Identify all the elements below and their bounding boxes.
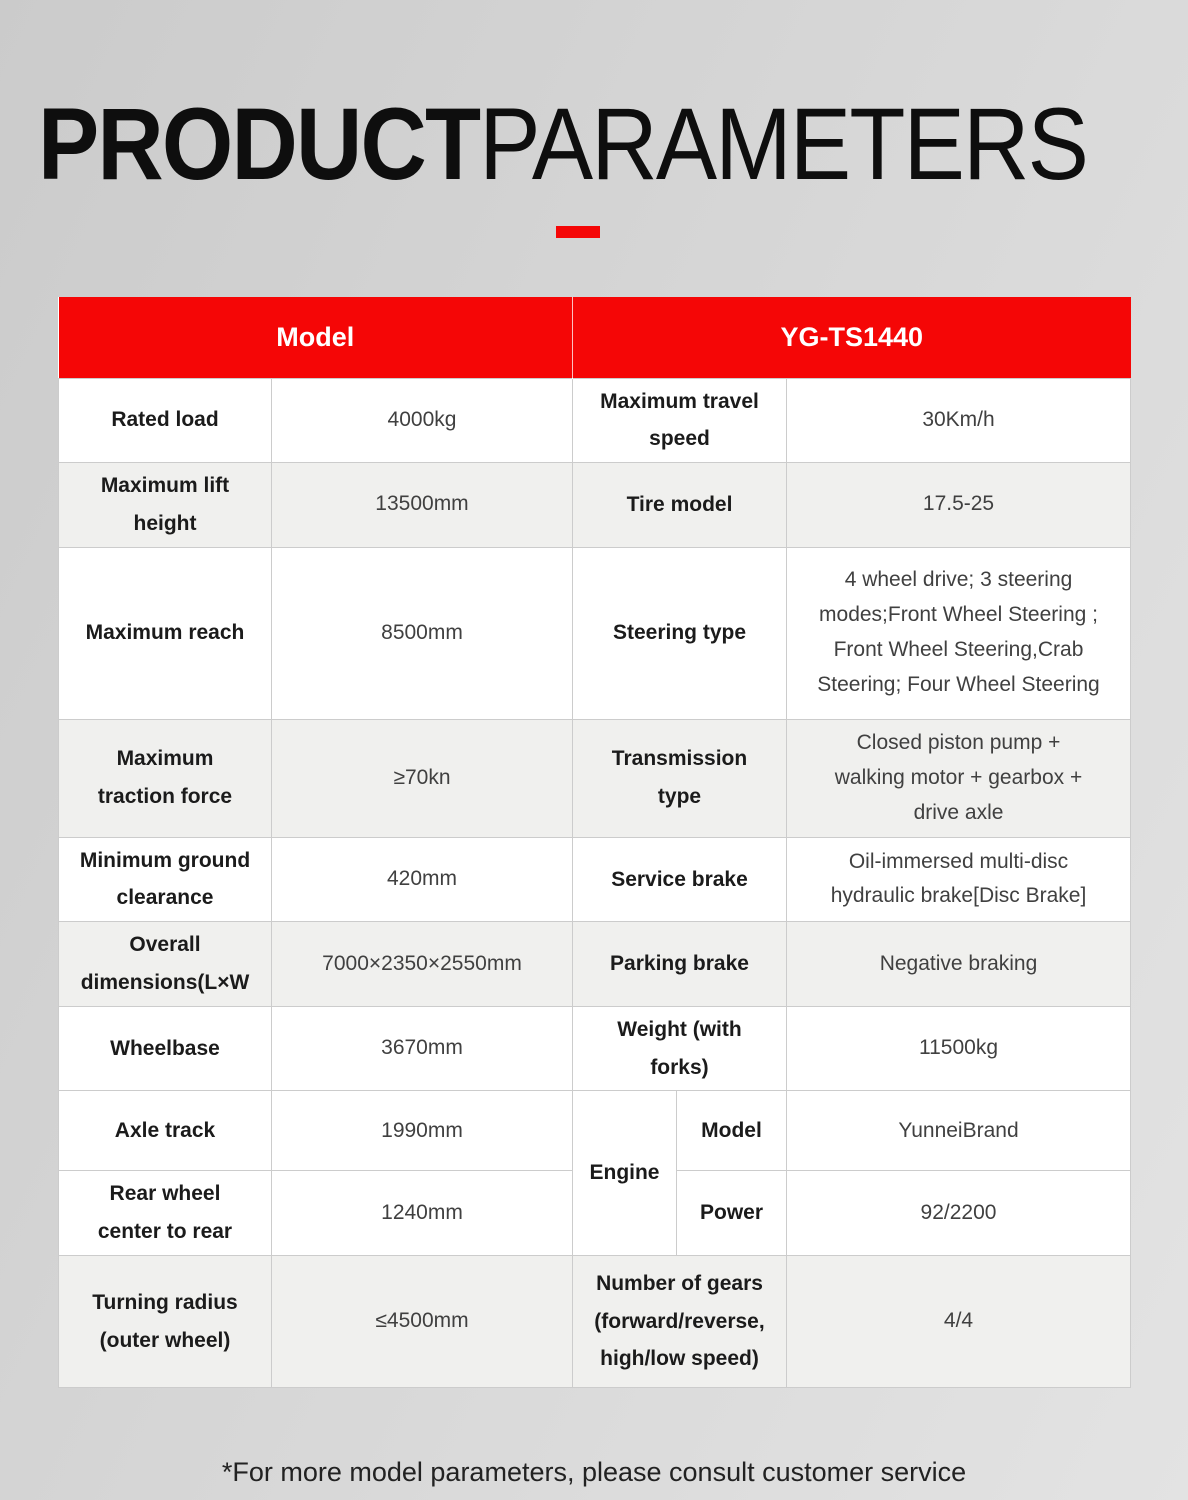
- table-row: Minimum ground clearance 420mm Service b…: [58, 836, 1132, 923]
- param-value: Oil-immersed multi-disc hydraulic brake[…: [785, 836, 1132, 923]
- param-value: 8500mm: [271, 546, 573, 720]
- page-title-strong: PRODUCT: [38, 87, 481, 202]
- table-row: Overall dimensions(L×W 7000×2350×2550mm …: [58, 921, 1132, 1007]
- param-value: 4000kg: [271, 377, 573, 464]
- footnote-text: *For more model parameters, please consu…: [221, 1457, 967, 1487]
- param-value: Closed piston pump + walking motor + gea…: [785, 718, 1132, 838]
- table-row: Axle track 1990mm Engine Model YunneiBra…: [58, 1090, 1132, 1257]
- param-value: YunneiBrand: [785, 1090, 1132, 1172]
- table-header-row: Model YG-TS1440: [58, 297, 1131, 378]
- product-parameters-table: Model YG-TS1440 Rated load 4000kg Maximu…: [58, 297, 1132, 1389]
- param-label: Rear wheel center to rear: [58, 1170, 272, 1257]
- param-value: 3670mm: [271, 1005, 573, 1092]
- table-row: Rear wheel center to rear 1240mm Power 9…: [58, 1170, 1132, 1257]
- param-label: Wheelbase: [58, 1005, 272, 1092]
- param-label: Number of gears (forward/reverse, high/l…: [572, 1255, 787, 1389]
- page-title-light: PARAMETERS: [479, 87, 1089, 202]
- param-value: 1990mm: [271, 1090, 573, 1172]
- param-label: Tire model: [572, 462, 787, 548]
- param-value: ≥70kn: [271, 718, 573, 838]
- param-label: Maximum lift height: [58, 462, 272, 548]
- table-row: Rated load 4000kg Maximum travel speed 3…: [58, 377, 1132, 464]
- param-label: Steering type: [572, 546, 787, 720]
- param-value: 4/4: [785, 1255, 1132, 1389]
- param-label: Axle track: [58, 1090, 272, 1172]
- param-label: Turning radius (outer wheel): [58, 1255, 272, 1389]
- param-label: Model: [676, 1090, 787, 1172]
- param-label: Service brake: [572, 836, 787, 923]
- table-row: Maximum traction force ≥70kn Transmissio…: [58, 718, 1132, 838]
- param-value: ≤4500mm: [271, 1255, 573, 1389]
- param-value: 13500mm: [271, 462, 573, 548]
- param-label: Power: [676, 1170, 787, 1257]
- table-row: Turning radius (outer wheel) ≤4500mm Num…: [58, 1255, 1132, 1389]
- header-model-value: YG-TS1440: [572, 297, 1131, 378]
- header-model-label: Model: [58, 297, 573, 378]
- param-label: Weight (with forks): [572, 1005, 787, 1092]
- table-row: Maximum reach 8500mm Steering type 4 whe…: [58, 546, 1132, 720]
- param-label: Maximum travel speed: [572, 377, 787, 464]
- engine-group-cell: Engine: [572, 1090, 677, 1257]
- param-label: Overall dimensions(L×W: [58, 921, 272, 1007]
- page-title: PRODUCTPARAMETERS: [38, 91, 1089, 198]
- red-dash-divider: [556, 226, 600, 238]
- param-label: Maximum traction force: [58, 718, 272, 838]
- param-label: Rated load: [58, 377, 272, 464]
- param-label: Maximum reach: [58, 546, 272, 720]
- table-row: Wheelbase 3670mm Weight (with forks) 115…: [58, 1005, 1132, 1092]
- param-value: 1240mm: [271, 1170, 573, 1257]
- param-value: 17.5-25: [785, 462, 1132, 548]
- param-value: Negative braking: [785, 921, 1132, 1007]
- table-row: Maximum lift height 13500mm Tire model 1…: [58, 462, 1132, 548]
- param-value: 420mm: [271, 836, 573, 923]
- param-label: Minimum ground clearance: [58, 836, 272, 923]
- param-value: 11500kg: [785, 1005, 1132, 1092]
- param-label: Transmission type: [572, 718, 787, 838]
- param-value: 7000×2350×2550mm: [271, 921, 573, 1007]
- param-value: 92/2200: [785, 1170, 1132, 1257]
- param-value: 4 wheel drive; 3 steering modes;Front Wh…: [785, 546, 1132, 720]
- param-label: Parking brake: [572, 921, 787, 1007]
- param-value: 30Km/h: [785, 377, 1132, 464]
